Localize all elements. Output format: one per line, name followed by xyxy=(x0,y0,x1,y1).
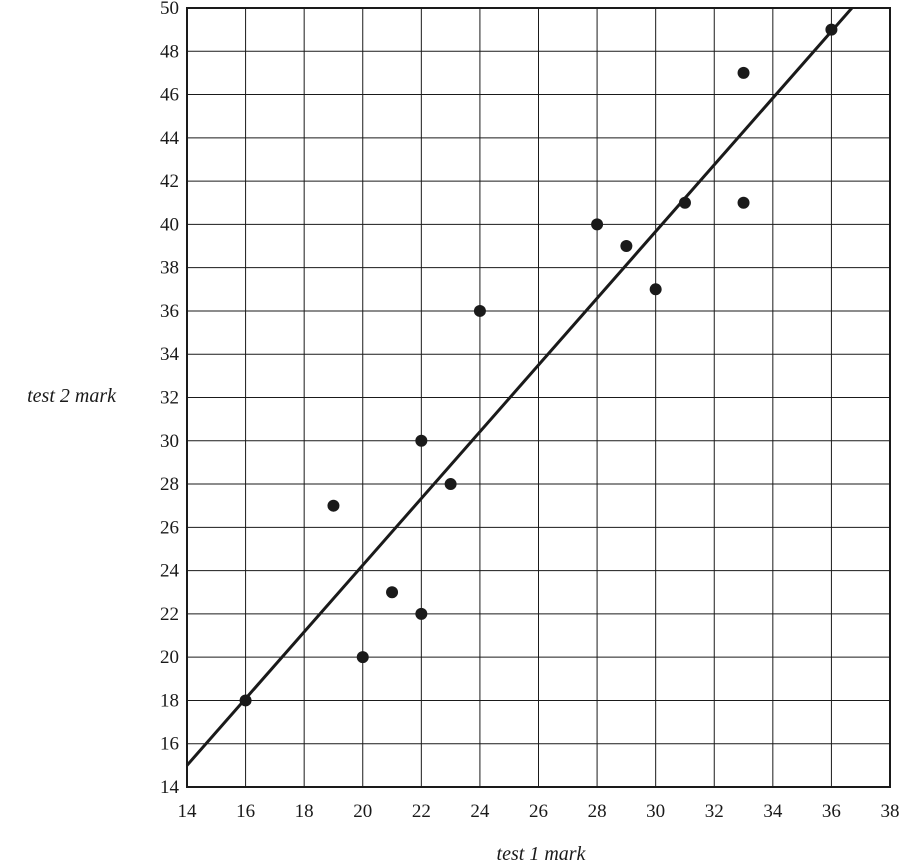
y-tick-label-30: 30 xyxy=(160,431,179,452)
data-points xyxy=(239,23,838,707)
x-tick-label-22: 22 xyxy=(412,801,431,822)
data-point-13 xyxy=(737,196,750,209)
x-tick-label-38: 38 xyxy=(881,801,900,822)
data-point-14 xyxy=(737,66,750,79)
line-of-best-fit-group xyxy=(185,7,854,767)
x-axis-label: test 1 mark xyxy=(497,843,587,865)
y-tick-label-40: 40 xyxy=(160,214,179,235)
data-point-7 xyxy=(444,478,457,491)
y-tick-label-28: 28 xyxy=(160,474,179,495)
x-axis-tick-labels: 14 16 18 20 22 24 26 28 30 32 34 36 38 xyxy=(178,801,900,822)
x-tick-label-20: 20 xyxy=(353,801,372,822)
x-tick-label-34: 34 xyxy=(763,801,783,822)
y-tick-label-20: 20 xyxy=(160,647,179,668)
y-tick-label-50: 50 xyxy=(160,0,179,19)
data-point-1 xyxy=(239,694,252,707)
y-tick-label-32: 32 xyxy=(160,388,179,409)
y-tick-label-34: 34 xyxy=(160,344,180,365)
data-point-8 xyxy=(473,304,486,317)
y-tick-label-16: 16 xyxy=(160,734,179,755)
data-point-4 xyxy=(386,586,399,599)
x-tick-label-30: 30 xyxy=(646,801,665,822)
plot-area-border xyxy=(186,7,891,788)
y-tick-label-38: 38 xyxy=(160,258,179,279)
y-tick-label-42: 42 xyxy=(160,171,179,192)
y-tick-label-18: 18 xyxy=(160,690,179,711)
data-point-3 xyxy=(356,651,369,664)
data-point-6 xyxy=(415,434,428,447)
data-point-15 xyxy=(825,23,838,36)
x-tick-label-26: 26 xyxy=(529,801,548,822)
data-point-2 xyxy=(327,499,340,512)
best-fit-line xyxy=(185,7,854,767)
data-point-9 xyxy=(591,218,604,231)
y-tick-label-24: 24 xyxy=(160,561,180,582)
data-point-12 xyxy=(678,196,691,209)
x-tick-label-24: 24 xyxy=(470,801,490,822)
x-tick-label-18: 18 xyxy=(295,801,314,822)
y-tick-label-44: 44 xyxy=(160,128,180,149)
data-point-5 xyxy=(415,607,428,620)
x-tick-label-32: 32 xyxy=(705,801,724,822)
y-tick-label-36: 36 xyxy=(160,301,179,322)
y-axis-label: test 2 mark xyxy=(27,385,117,407)
grid-lines xyxy=(186,7,891,788)
data-point-10 xyxy=(620,240,633,253)
data-point-11 xyxy=(649,283,662,296)
y-tick-label-14: 14 xyxy=(160,777,180,798)
x-tick-label-14: 14 xyxy=(178,801,198,822)
x-tick-label-16: 16 xyxy=(236,801,255,822)
y-tick-label-46: 46 xyxy=(160,85,179,106)
x-tick-label-28: 28 xyxy=(588,801,607,822)
y-tick-label-22: 22 xyxy=(160,604,179,625)
x-tick-label-36: 36 xyxy=(822,801,841,822)
y-axis-tick-labels: 14 16 18 20 22 24 26 28 30 32 34 36 38 40 42 44 46 48 50 xyxy=(160,0,180,798)
y-tick-label-26: 26 xyxy=(160,517,179,538)
y-tick-label-48: 48 xyxy=(160,41,179,62)
